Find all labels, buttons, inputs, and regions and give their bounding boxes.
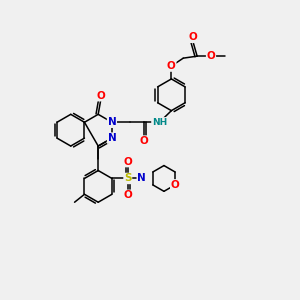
- Text: O: O: [167, 61, 176, 71]
- Text: O: O: [139, 136, 148, 146]
- Text: O: O: [189, 32, 197, 42]
- Text: O: O: [171, 180, 179, 190]
- Text: N: N: [137, 173, 146, 183]
- Text: N: N: [108, 117, 116, 127]
- Text: O: O: [123, 190, 132, 200]
- Text: NH: NH: [152, 118, 167, 127]
- Text: O: O: [207, 51, 215, 61]
- Text: O: O: [123, 157, 132, 166]
- Text: O: O: [96, 91, 105, 101]
- Text: S: S: [124, 173, 131, 183]
- Text: N: N: [108, 133, 116, 143]
